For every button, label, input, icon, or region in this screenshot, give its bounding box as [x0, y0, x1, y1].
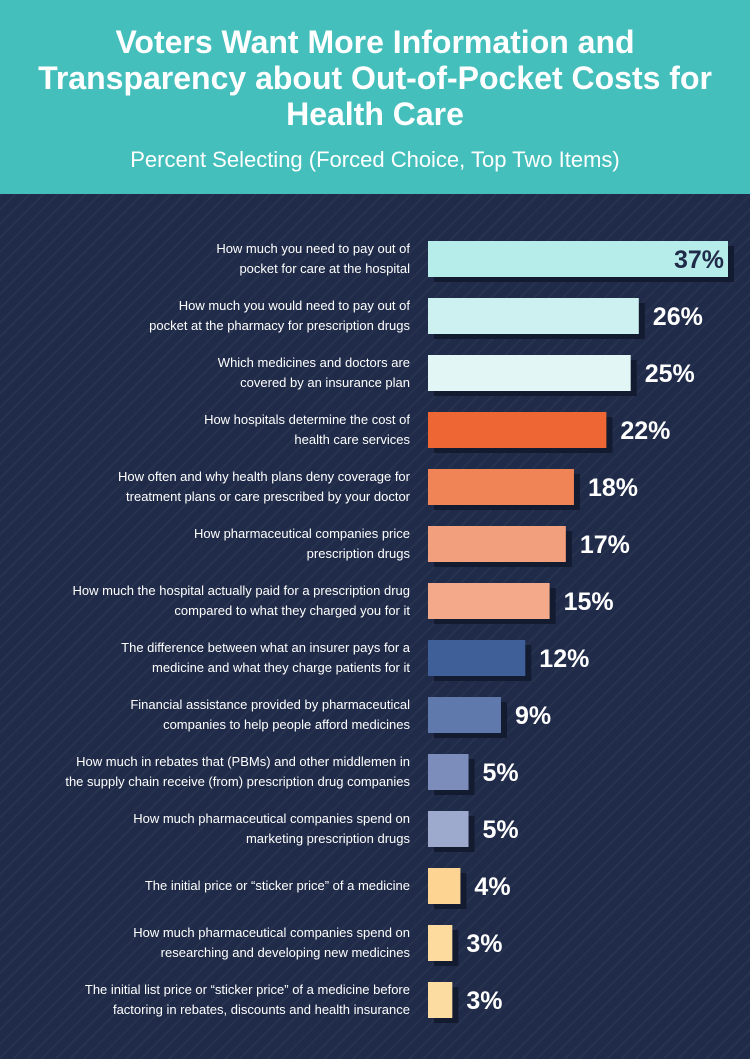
category-label-line: How hospitals determine the cost of: [204, 412, 410, 427]
category-label: The initial list price or “sticker price…: [10, 980, 410, 1020]
category-label-line: Financial assistance provided by pharmac…: [130, 697, 410, 712]
value-label: 37%: [674, 246, 724, 274]
category-label: How much the hospital actually paid for …: [10, 581, 410, 621]
category-label-line: health care services: [294, 432, 410, 447]
bar: [428, 241, 728, 277]
bar: [428, 355, 631, 391]
category-label-line: the supply chain receive (from) prescrip…: [65, 774, 410, 789]
category-label-line: researching and developing new medicines: [160, 945, 410, 960]
category-label-line: The initial price or “sticker price” of …: [144, 878, 410, 893]
value-label: 18%: [588, 474, 638, 502]
category-label-line: factoring in rebates, discounts and heal…: [112, 1002, 410, 1017]
category-label-line: pocket for care at the hospital: [239, 261, 410, 276]
category-label: How hospitals determine the cost of healt…: [10, 410, 410, 450]
category-label-line: medicine and what they charge patients f…: [152, 660, 410, 675]
bar: [428, 982, 453, 1018]
bar: [428, 469, 574, 505]
category-label-line: How much pharmaceutical companies spend …: [133, 811, 410, 826]
bar: [428, 526, 566, 562]
category-label-line: How much you need to pay out of: [216, 241, 410, 256]
category-label-line: The difference between what an insurer p…: [121, 640, 410, 655]
category-label-line: The initial list price or “sticker price…: [84, 982, 410, 997]
category-label-line: prescription drugs: [306, 546, 410, 561]
bar: [428, 811, 469, 847]
category-label: Which medicines and doctors are covered b…: [10, 353, 410, 393]
chart-header: Voters Want More Information and Transpa…: [0, 0, 750, 194]
bar-chart-area: 37% 26% 25% 22% 18% 17% 15% 12% 9% 5% 5% 4% 3% 3% How…: [0, 194, 750, 1059]
bar: [428, 868, 461, 904]
chart-title: Voters Want More Information and Transpa…: [38, 24, 712, 132]
value-label: 5%: [483, 759, 519, 787]
value-label: 25%: [645, 360, 695, 388]
value-label: 26%: [653, 303, 703, 331]
bar: [428, 754, 469, 790]
category-label: How much in rebates that (PBMs) and othe…: [10, 752, 410, 792]
value-label: 17%: [580, 531, 630, 559]
bar: [428, 697, 501, 733]
category-label-line: Which medicines and doctors are: [217, 355, 410, 370]
value-label: 22%: [620, 417, 670, 445]
category-label: Financial assistance provided by pharmac…: [10, 695, 410, 735]
bar: [428, 925, 453, 961]
category-label: How much pharmaceutical companies spend …: [10, 809, 410, 849]
category-label-line: treatment plans or care prescribed by yo…: [126, 489, 410, 504]
bar: [428, 640, 526, 676]
category-label-line: How pharmaceutical companies price: [193, 526, 410, 541]
value-label: 5%: [483, 816, 519, 844]
category-label-line: How much pharmaceutical companies spend …: [133, 925, 410, 940]
value-label: 4%: [474, 873, 510, 901]
value-label: 9%: [515, 702, 551, 730]
category-label-line: How much the hospital actually paid for …: [72, 583, 410, 598]
bar: [428, 298, 639, 334]
category-label-line: How often and why health plans deny cove…: [118, 469, 410, 484]
category-label-line: How much in rebates that (PBMs) and othe…: [76, 754, 410, 769]
category-label: How often and why health plans deny cove…: [10, 467, 410, 507]
category-label: How much you need to pay out of pocket fo…: [10, 239, 410, 279]
bar: [428, 583, 550, 619]
category-label: How pharmaceutical companies price prescr…: [10, 524, 410, 564]
category-label-line: How much you would need to pay out of: [178, 298, 410, 313]
value-label: 12%: [539, 645, 589, 673]
bar-chart-svg: 37% 26% 25% 22% 18% 17% 15% 12% 9% 5% 5% 4% 3% 3%: [428, 241, 734, 1023]
category-label-line: covered by an insurance plan: [240, 375, 410, 390]
category-label-line: pocket at the pharmacy for prescription …: [149, 318, 410, 333]
value-label: 15%: [564, 588, 614, 616]
category-label-line: marketing prescription drugs: [245, 831, 410, 846]
category-label-line: companies to help people afford medicine…: [163, 717, 410, 732]
category-label: The initial price or “sticker price” of …: [10, 876, 410, 896]
category-label-line: compared to what they charged you for it: [174, 603, 410, 618]
bar: [428, 412, 607, 448]
category-label: How much you would need to pay out of poc…: [10, 296, 410, 336]
category-label: How much pharmaceutical companies spend …: [10, 923, 410, 963]
value-label: 3%: [466, 987, 502, 1015]
value-label: 3%: [466, 930, 502, 958]
category-label: The difference between what an insurer p…: [10, 638, 410, 678]
chart-subtitle: Percent Selecting (Forced Choice, Top Tw…: [130, 147, 620, 172]
